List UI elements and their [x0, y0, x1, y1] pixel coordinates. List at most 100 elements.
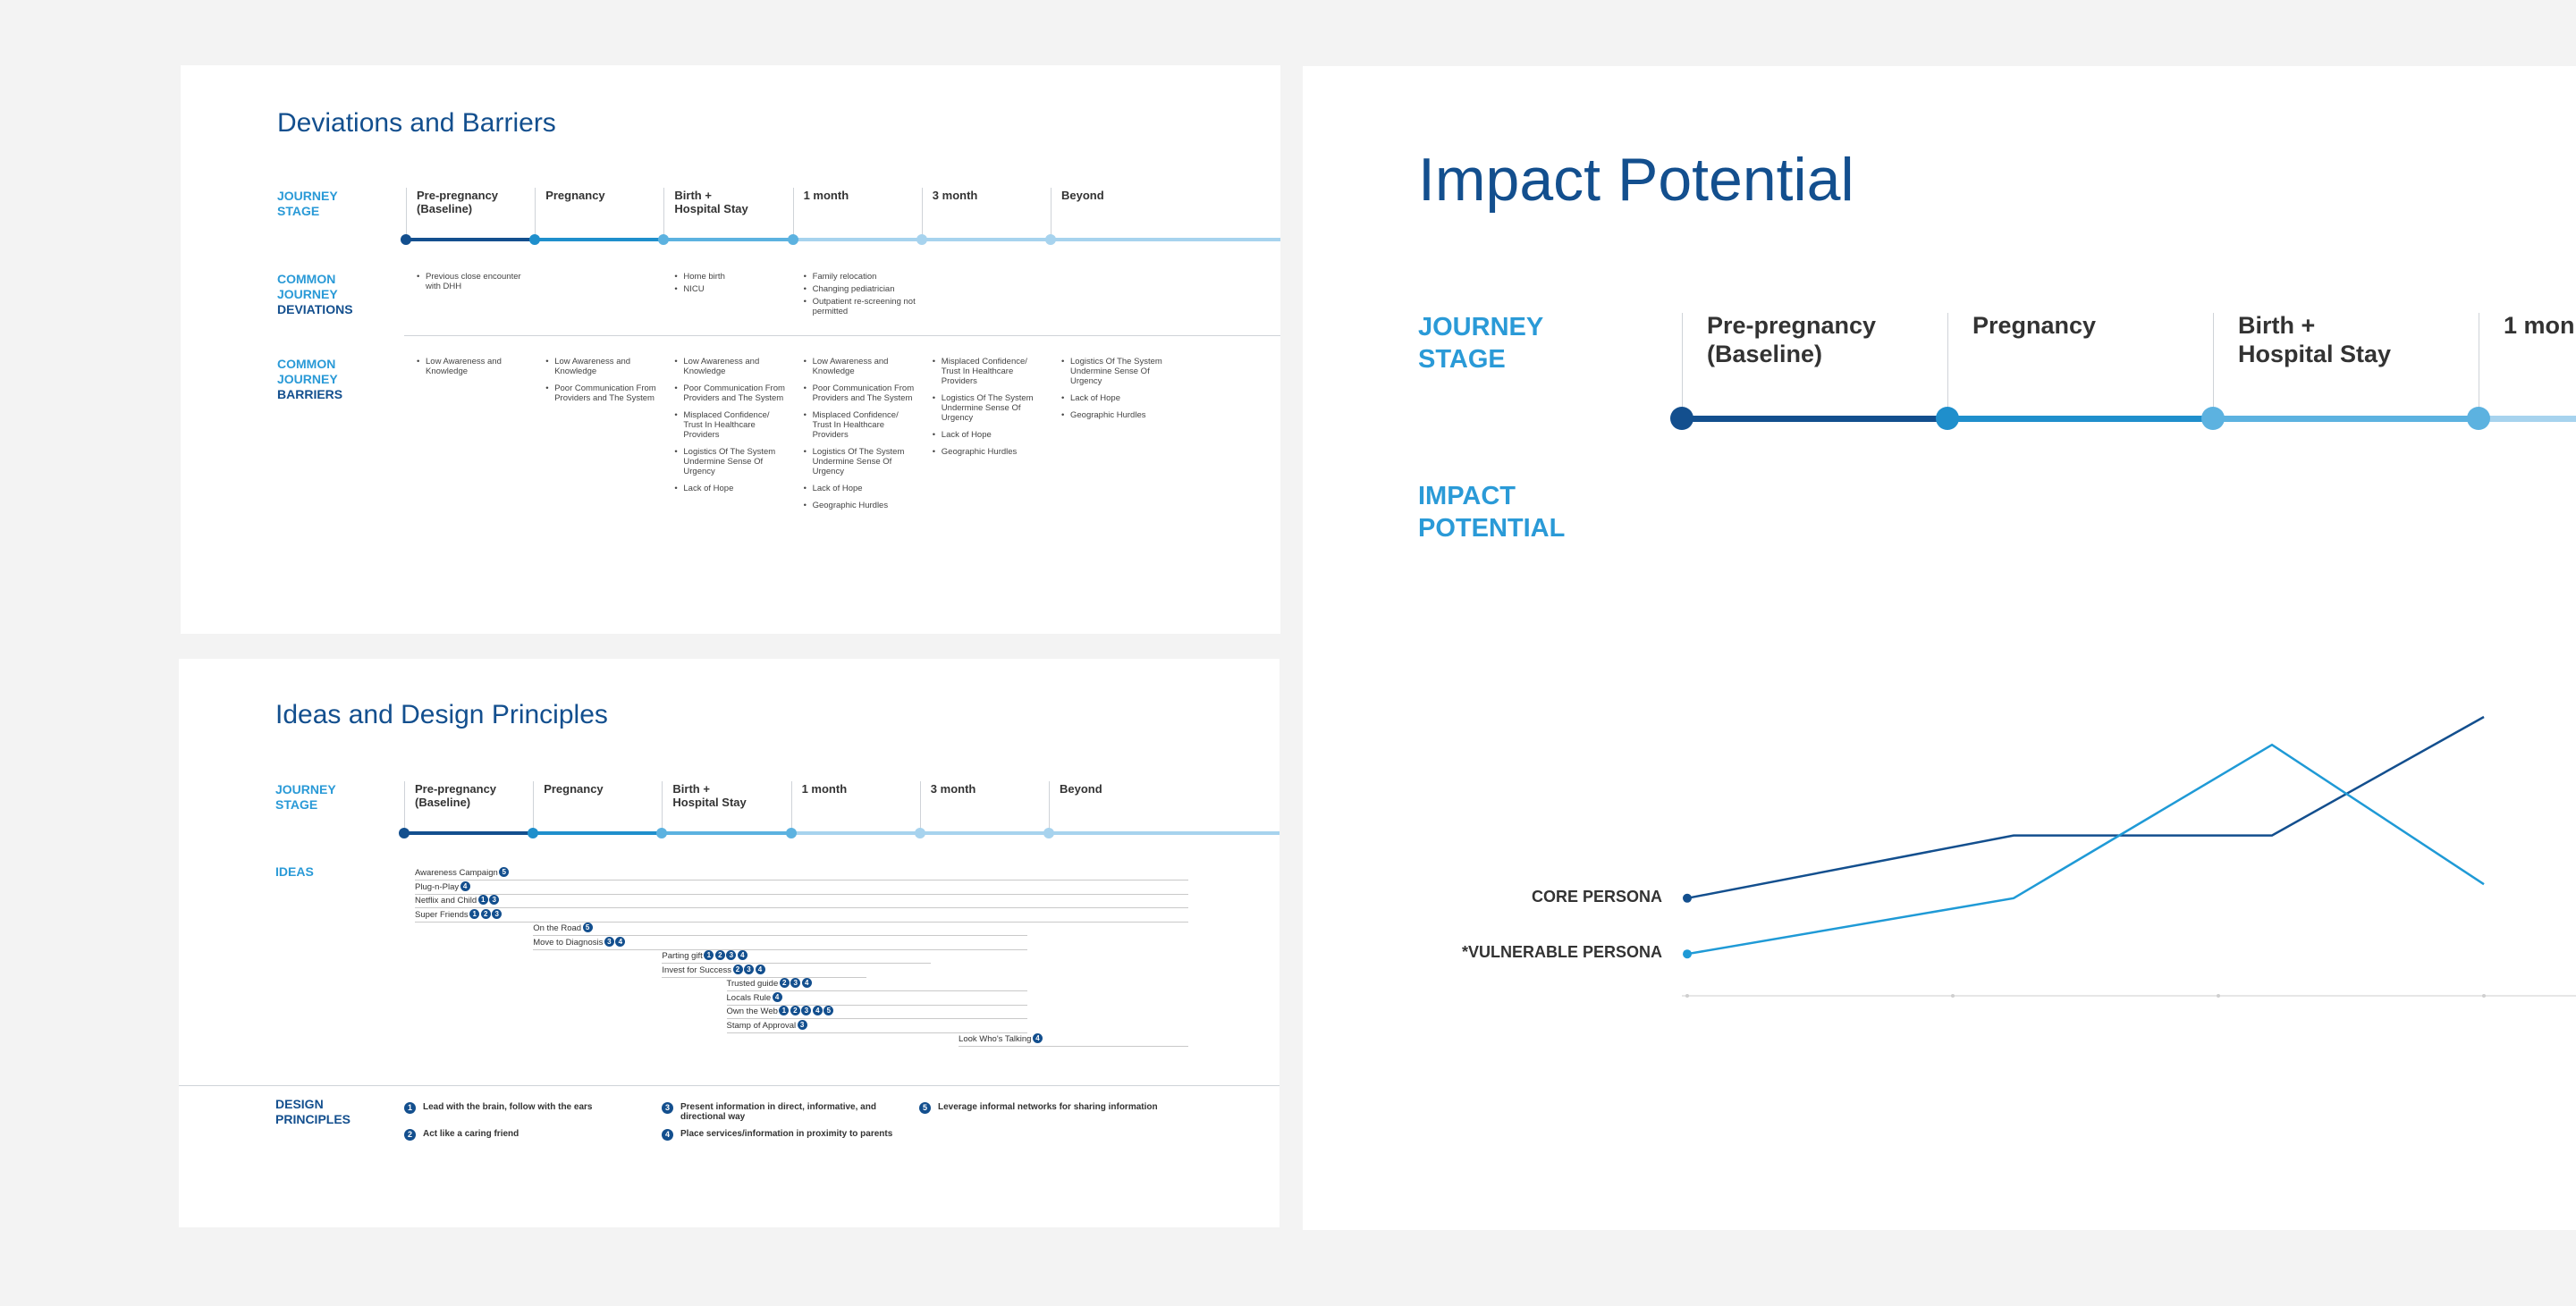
list-item: Logistics Of The System Undermine Sense … [674, 447, 789, 476]
timeline-segment [1947, 415, 2213, 422]
list-item: Geographic Hurdles [1061, 410, 1176, 420]
barriers-label-bottom: BARRIERS [277, 387, 343, 401]
idea-name: Parting gift [662, 951, 703, 961]
stage-divider [1051, 188, 1052, 240]
list-item: Low Awareness and Knowledge [545, 357, 660, 376]
stage-marker-dot [916, 234, 927, 245]
timeline-segment [1682, 415, 1947, 422]
stage-divider [2213, 313, 2214, 418]
stage-marker-dot [2467, 407, 2490, 430]
idea-row: On the Road 5 [533, 923, 1027, 936]
design-principles-label: DESIGN PRINCIPLES [275, 1097, 351, 1126]
timeline-segment [2479, 415, 2576, 422]
list-item: Lack of Hope [674, 484, 789, 493]
idea-duration-line [662, 963, 931, 964]
stage-label: Beyond [1060, 782, 1102, 796]
series-line-core-persona [1686, 715, 2485, 900]
stage-marker-dot [1670, 407, 1693, 430]
list-item: Home birth [674, 272, 789, 282]
list-item: Logistics Of The System Undermine Sense … [933, 393, 1047, 423]
principle-text: Present information in direct, informati… [680, 1102, 876, 1122]
principle-badge: 2 [732, 964, 743, 974]
idea-name: Plug-n-Play [415, 881, 460, 892]
idea-duration-line [726, 1032, 1027, 1033]
idea-name: Netflix and Child [415, 896, 477, 906]
idea-row: Parting gift 1 2 3 4 [662, 950, 931, 964]
chart-x-tick [1685, 994, 1689, 998]
idea-name: Super Friends [415, 909, 469, 920]
deviations-label-top: COMMON JOURNEY [277, 272, 338, 301]
stage-label: 3 month [932, 189, 978, 202]
stage-marker-dot [787, 234, 798, 245]
stage-marker-dot [399, 828, 410, 838]
stage-divider [533, 781, 535, 833]
idea-duration-line [415, 907, 1189, 908]
chart-legend: CORE PERSONA *VULNERABLE PERSONA [1303, 66, 2576, 1230]
principle-badge: 3 [790, 978, 801, 988]
idea-name: On the Road [533, 923, 582, 933]
list-item: Family relocation [804, 272, 918, 282]
bullet-list: Logistics Of The System Undermine Sense … [1061, 357, 1176, 427]
idea-duration-line [662, 976, 866, 978]
principle-badge: 4 [460, 880, 470, 891]
principle-badge: 3 [604, 936, 614, 947]
bullet-list: Low Awareness and Knowledge [417, 357, 531, 383]
series-line-vulnerable-persona [1686, 743, 2485, 956]
list-item: Geographic Hurdles [933, 447, 1047, 457]
ideas-label: IDEAS [275, 864, 314, 879]
impact-potential-panel: Impact Potential JOURNEY STAGE IMPACT PO… [1303, 66, 2576, 1230]
idea-row: Stamp of Approval 3 [726, 1019, 1027, 1033]
stage-label: Birth + Hospital Stay [672, 782, 747, 809]
principle-badge: 4 [1032, 1033, 1043, 1043]
bullet-list: Previous close encounter with DHH [417, 272, 531, 294]
list-item: Low Awareness and Knowledge [804, 357, 918, 376]
bullet-list: Low Awareness and Knowledge Poor Communic… [545, 357, 660, 410]
principle-badge: 1 [477, 895, 488, 905]
timeline-segment [535, 238, 664, 241]
chart-x-tick [1951, 994, 1955, 998]
principle-badge: 3 [726, 950, 737, 960]
stage-label: Birth + Hospital Stay [2238, 312, 2392, 367]
stage-marker-dot [914, 828, 925, 838]
idea-duration-line [726, 1004, 1027, 1006]
list-item: Changing pediatrician [804, 284, 918, 294]
stage-label: 1 month [801, 782, 848, 796]
list-item: Previous close encounter with DHH [417, 272, 531, 291]
idea-row: Plug-n-Play 4 [415, 880, 1189, 895]
impact-chart [1682, 715, 2576, 998]
principle-badge: 5 [499, 867, 510, 877]
stage-label: Beyond [1061, 189, 1104, 202]
panel-title: Ideas and Design Principles [275, 700, 608, 729]
stage-divider [1947, 313, 1948, 418]
principle-badge: 3 [492, 908, 503, 919]
stage-marker-dot [528, 828, 539, 838]
principle-number-badge: 1 [404, 1102, 416, 1114]
idea-duration-line [415, 921, 1189, 923]
stage-marker-dot [2201, 407, 2225, 430]
design-principle: 4 Place services/information in proximity… [662, 1129, 921, 1141]
idea-name: Awareness Campaign [415, 868, 498, 878]
bullet-list: Misplaced Confidence/ Trust In Healthcar… [933, 357, 1047, 464]
timeline-segment [2213, 415, 2479, 422]
stage-marker-dot [1043, 828, 1054, 838]
list-item: Poor Communication From Providers and Th… [804, 383, 918, 403]
stage-label: Birth + Hospital Stay [674, 189, 748, 215]
list-item: Logistics Of The System Undermine Sense … [1061, 357, 1176, 386]
stage-label: Pre-pregnancy (Baseline) [1707, 312, 1877, 367]
list-item: Lack of Hope [804, 484, 918, 493]
stage-divider [1049, 781, 1050, 833]
timeline-segment [790, 831, 920, 835]
impact-potential-label: IMPACT POTENTIAL [1418, 482, 1566, 543]
principle-text: Place services/information in proximity … [680, 1129, 893, 1139]
idea-name: Stamp of Approval [726, 1020, 797, 1031]
bullet-list: Low Awareness and Knowledge Poor Communic… [804, 357, 918, 518]
list-item: Low Awareness and Knowledge [674, 357, 789, 376]
stage-marker-dot [401, 234, 411, 245]
list-item: Geographic Hurdles [804, 501, 918, 510]
timeline-segment [404, 831, 534, 835]
list-item: Poor Communication From Providers and Th… [674, 383, 789, 403]
stage-divider [919, 781, 921, 833]
stage-divider [535, 188, 536, 240]
stage-divider [1682, 313, 1683, 418]
principle-badge: 4 [801, 978, 812, 988]
